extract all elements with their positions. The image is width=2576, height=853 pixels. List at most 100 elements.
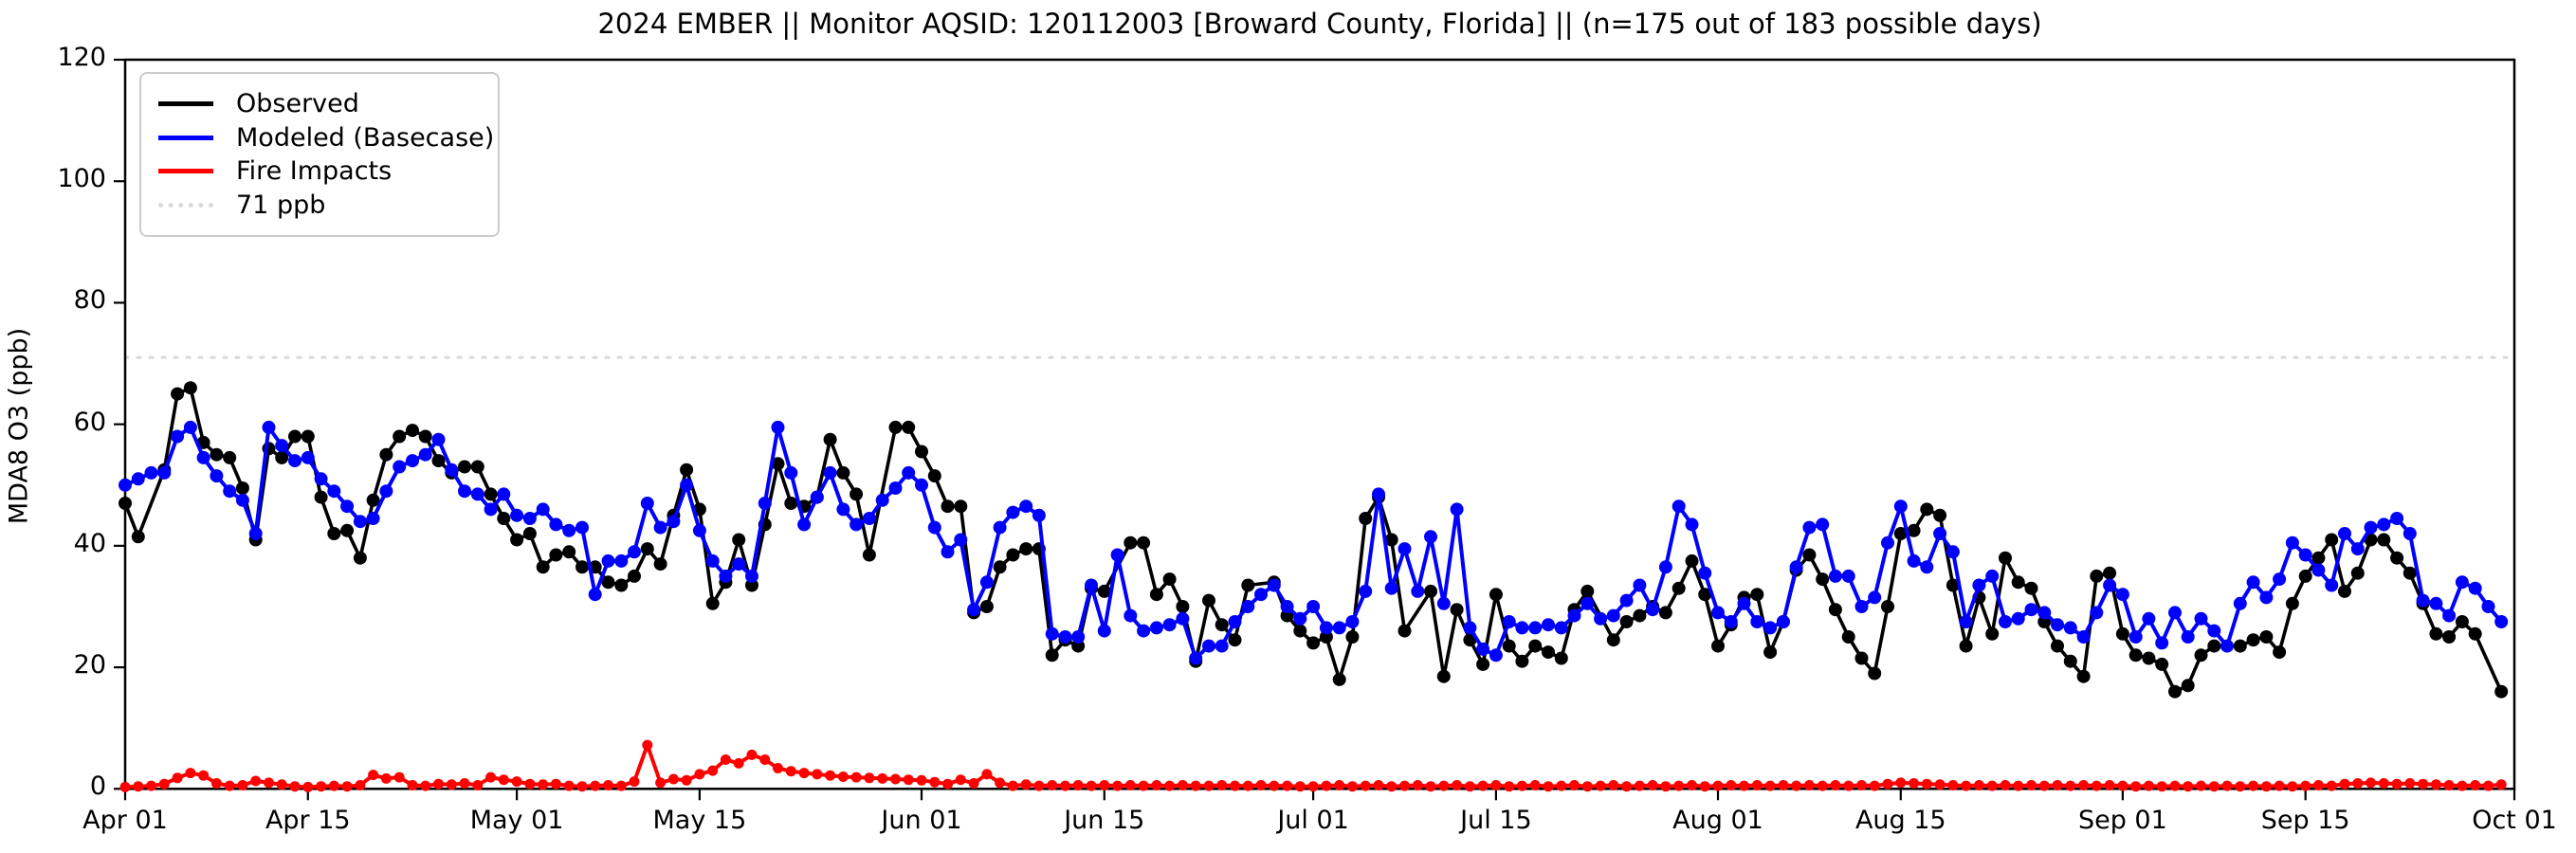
data-point <box>590 780 601 791</box>
data-point <box>2312 780 2324 790</box>
data-point <box>954 533 968 547</box>
data-point <box>2352 778 2364 789</box>
data-point <box>2155 657 2169 671</box>
data-point <box>536 560 550 574</box>
data-point <box>2274 780 2285 791</box>
data-point <box>1726 780 1737 790</box>
data-point <box>431 432 446 446</box>
data-point <box>1190 780 1201 791</box>
data-point <box>1672 581 1686 595</box>
data-point <box>1619 615 1634 628</box>
data-point <box>929 776 941 788</box>
y-tick-label: 120 <box>57 43 106 72</box>
data-point <box>235 493 249 507</box>
data-point <box>1529 780 1541 790</box>
data-point <box>1739 780 1749 791</box>
data-point <box>1985 626 2000 641</box>
data-point <box>497 512 511 525</box>
data-point <box>158 778 170 789</box>
data-point <box>1843 780 1854 791</box>
data-point <box>1319 621 1333 635</box>
data-point <box>2338 584 2351 598</box>
data-point <box>366 493 380 507</box>
data-point <box>131 530 145 544</box>
data-point <box>1149 621 1163 635</box>
data-point <box>575 520 589 535</box>
data-point <box>1868 666 1882 681</box>
data-point <box>2233 639 2247 653</box>
data-point <box>1255 780 1267 790</box>
data-point <box>1580 584 1595 598</box>
data-point <box>524 778 536 789</box>
data-point <box>667 773 679 785</box>
data-point <box>993 520 1007 535</box>
data-point <box>1047 780 1058 790</box>
data-point <box>1176 611 1190 626</box>
data-point <box>810 490 824 504</box>
data-point <box>773 763 783 773</box>
legend-label: Modeled (Basecase) <box>236 122 495 153</box>
data-point <box>2364 520 2378 535</box>
data-point <box>1319 630 1333 644</box>
data-point <box>1071 639 1086 653</box>
data-point <box>1763 645 1778 660</box>
data-point <box>2181 630 2195 644</box>
data-point <box>601 554 615 568</box>
data-point <box>353 551 367 565</box>
data-point <box>340 499 355 514</box>
data-point <box>1737 596 1751 610</box>
data-point <box>1334 780 1345 790</box>
data-point <box>836 502 850 517</box>
data-point <box>784 497 798 510</box>
data-point <box>1764 780 1776 791</box>
data-point <box>511 776 522 788</box>
data-point <box>1619 593 1634 608</box>
data-point <box>133 781 144 792</box>
data-point <box>603 780 613 790</box>
data-point <box>223 484 237 499</box>
x-tick-label: Jul 01 <box>1277 806 1349 836</box>
data-point <box>1280 600 1294 613</box>
data-point <box>418 429 432 444</box>
data-point <box>1711 639 1725 653</box>
data-point <box>2168 606 2182 620</box>
data-point <box>2350 566 2365 580</box>
data-point <box>301 429 315 444</box>
x-tick-label: Sep 15 <box>2260 806 2350 836</box>
data-point <box>877 772 888 784</box>
data-point <box>1658 606 1672 620</box>
data-point <box>680 463 694 477</box>
series-line-fire-impacts <box>123 743 2504 789</box>
data-point <box>172 772 183 784</box>
data-point <box>2418 778 2429 789</box>
data-point <box>1972 578 1986 592</box>
data-point <box>1124 780 1136 790</box>
data-point <box>771 457 785 471</box>
data-point <box>1802 520 1817 535</box>
data-point <box>1477 780 1489 791</box>
data-point <box>1789 560 1803 574</box>
data-point <box>2248 780 2259 791</box>
data-point <box>1698 588 1712 602</box>
data-point <box>927 469 941 483</box>
data-point <box>418 447 432 462</box>
data-point <box>1242 780 1253 791</box>
data-point <box>1882 778 1893 789</box>
data-point <box>1280 608 1294 623</box>
data-point <box>157 465 172 480</box>
data-point <box>890 773 901 785</box>
data-point <box>1110 548 1124 562</box>
data-point <box>301 450 315 464</box>
data-point <box>1006 505 1020 519</box>
data-point <box>941 545 955 559</box>
data-point <box>2063 654 2077 668</box>
data-point <box>1241 578 1255 592</box>
data-point <box>2377 517 2391 532</box>
data-point <box>2259 590 2274 605</box>
data-point <box>694 769 705 780</box>
data-point <box>1947 780 1959 790</box>
data-point <box>2273 572 2287 587</box>
data-point <box>2442 608 2457 623</box>
data-point <box>2011 575 2025 590</box>
data-point <box>237 780 248 790</box>
